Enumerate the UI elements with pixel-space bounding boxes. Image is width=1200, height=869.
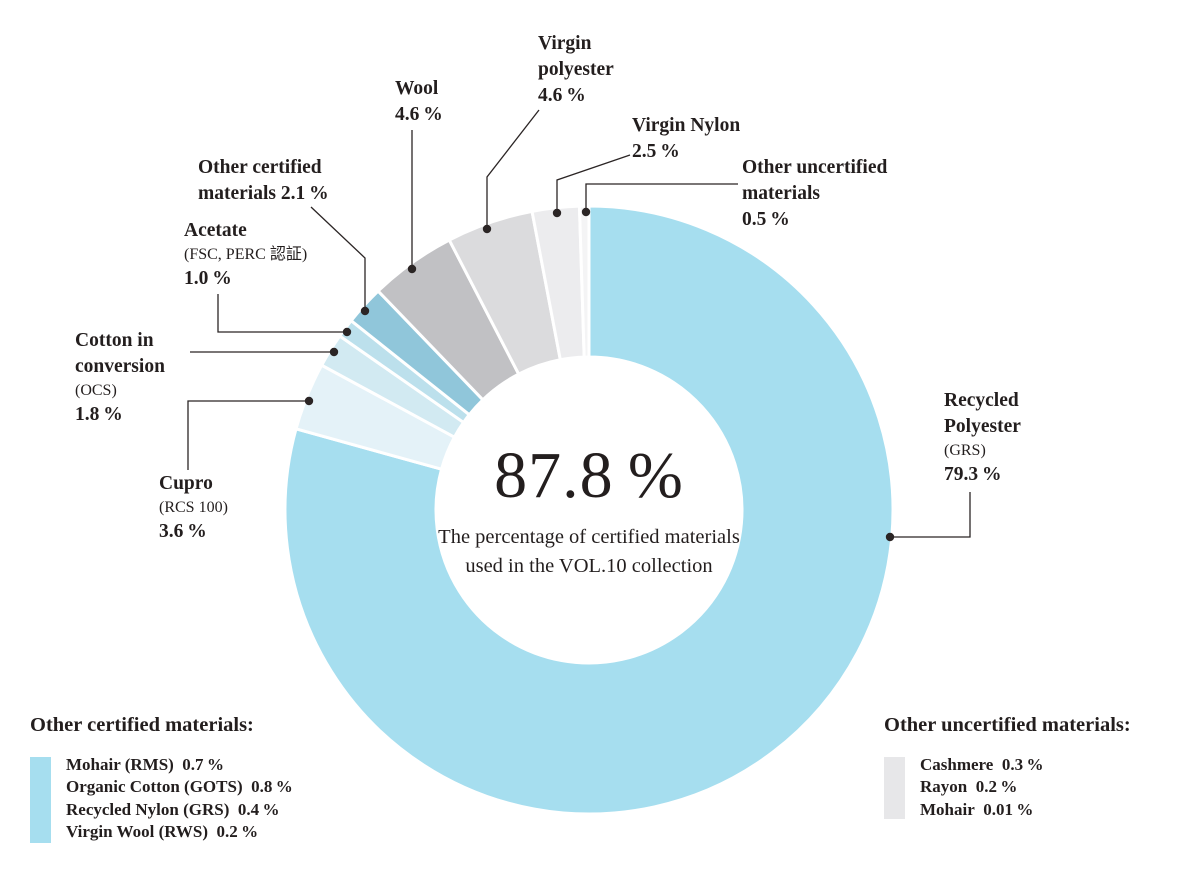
leader-dot-wool	[407, 264, 417, 274]
legend-item: Rayon 0.2 %	[920, 777, 1018, 797]
callout-line: 4.6 %	[395, 104, 443, 125]
center-caption-line2: used in the VOL.10 collection	[465, 555, 713, 577]
leader-dot-other_certified	[360, 306, 370, 316]
callout-other-uncertified-materials: Other uncertified materials 0.5 %	[742, 155, 887, 233]
callout-line: Polyester	[944, 416, 1021, 437]
callout-line: Wool	[395, 78, 439, 99]
legend-item: Mohair (RMS) 0.7 %	[66, 755, 224, 774]
leader-dot-other_uncertified	[581, 207, 591, 217]
legend-heading-certified: Other certified materials:	[30, 714, 254, 736]
callout-line: 4.6 %	[538, 85, 586, 106]
callout-line: Other certified	[198, 157, 322, 178]
center-caption-line1: The percentage of certified materials	[438, 526, 740, 548]
leader-dot-recycled_polyester	[885, 532, 895, 542]
callout-recycled-polyester: Recycled Polyester (GRS) 79.3 %	[944, 388, 1021, 488]
callout-wool: Wool 4.6 %	[395, 76, 443, 128]
leader-line-virgin_polyester	[486, 109, 540, 229]
callout-line: Virgin	[538, 33, 592, 54]
callout-cotton-in-conversion: Cotton in conversion (OCS) 1.8 %	[75, 328, 165, 428]
leader-line-other_uncertified	[585, 183, 738, 212]
leader-dot-cotton_in_conversion	[329, 347, 339, 357]
legend-item: Organic Cotton (GOTS) 0.8 %	[66, 777, 293, 797]
legend-swatch-uncertified	[884, 757, 905, 819]
legend-item: Virgin Wool (RWS) 0.2 %	[66, 822, 259, 842]
leader-line-other_certified	[310, 206, 366, 311]
callout-line: 0.5 %	[742, 209, 790, 230]
leader-line-recycled_polyester	[890, 492, 971, 538]
leader-dot-acetate	[342, 327, 352, 337]
callout-line: (FSC, PERC 認証)	[184, 246, 308, 263]
callout-line: conversion	[75, 356, 165, 377]
donut-segment-other_uncertified	[577, 204, 591, 359]
legend-other-uncertified-materials: Other uncertified materials: Cashmere 0.…	[884, 714, 1131, 821]
legend-items-uncertified: Cashmere 0.3 % Rayon 0.2 % Mohair 0.01 %	[920, 754, 1044, 821]
leader-line-virgin_nylon	[556, 154, 631, 213]
callout-line: Cupro	[159, 473, 213, 494]
legend-item: Mohair 0.01 %	[920, 799, 1034, 819]
donut-segment-recycled_polyester	[283, 204, 895, 816]
legend-item: Cashmere 0.3 %	[920, 755, 1044, 774]
callout-line: Recycled	[944, 390, 1019, 411]
leader-dot-virgin_nylon	[552, 208, 562, 218]
callout-line: Other uncertified	[742, 157, 888, 178]
legend-heading-uncertified: Other uncertified materials:	[884, 714, 1131, 736]
callout-cupro: Cupro (RCS 100) 3.6 %	[159, 471, 228, 545]
callout-line: (RCS 100)	[159, 499, 228, 516]
leader-line-acetate	[217, 294, 347, 333]
callout-line: 1.0 %	[184, 268, 232, 289]
leader-dot-cupro	[304, 396, 314, 406]
callout-line: Acetate	[184, 220, 247, 241]
callout-line: materials	[742, 183, 820, 204]
legend-swatch-certified	[30, 757, 51, 843]
callout-line: 1.8 %	[75, 404, 123, 425]
callout-acetate: Acetate (FSC, PERC 認証) 1.0 %	[184, 218, 307, 292]
callout-virgin-polyester: Virgin polyester 4.6 %	[538, 31, 614, 109]
legend-other-certified-materials: Other certified materials: Mohair (RMS) …	[30, 714, 293, 844]
certified-percentage-value: 87.8 %	[494, 439, 684, 512]
leader-dot-virgin_polyester	[482, 224, 492, 234]
callout-line: 3.6 %	[159, 521, 207, 542]
callout-virgin-nylon: Virgin Nylon 2.5 %	[632, 113, 740, 165]
donut-center-label: 87.8 % The percentage of certified mater…	[419, 443, 759, 581]
legend-item: Recycled Nylon (GRS) 0.4 %	[66, 799, 280, 819]
leader-line-cupro	[187, 400, 309, 470]
callout-line: Virgin Nylon	[632, 115, 741, 136]
callout-line: polyester	[538, 59, 614, 80]
callout-line: (GRS)	[944, 442, 986, 459]
callout-other-certified-materials: Other certified materials 2.1 %	[198, 155, 329, 207]
callout-line: 2.5 %	[632, 141, 680, 162]
callout-line: (OCS)	[75, 382, 117, 399]
callout-line: 79.3 %	[944, 464, 1002, 485]
callout-line: Cotton in	[75, 330, 154, 351]
callout-line: materials 2.1 %	[198, 183, 329, 204]
legend-items-certified: Mohair (RMS) 0.7 % Organic Cotton (GOTS) …	[66, 754, 293, 844]
